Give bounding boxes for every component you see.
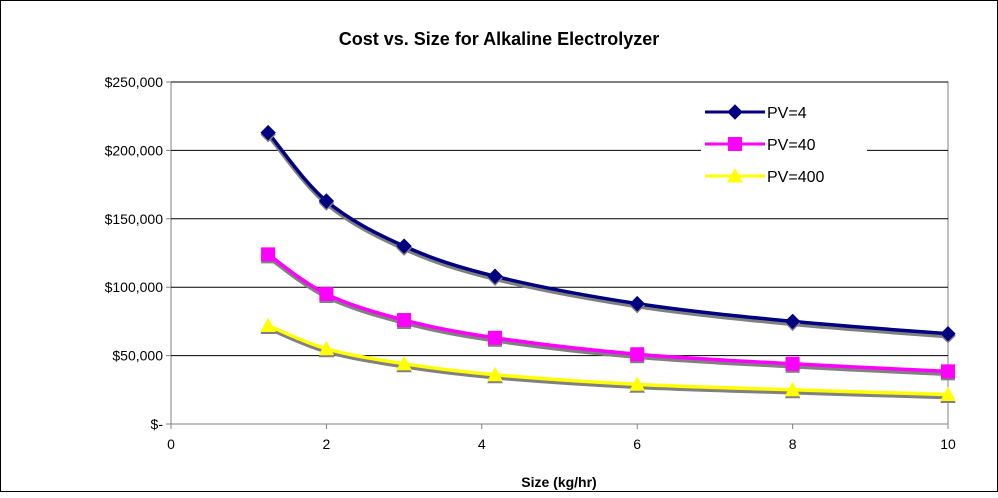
legend: PV=4 PV=40 PV=400 — [701, 99, 867, 189]
data-point — [941, 364, 955, 379]
y-tick-label: $50,000 — [112, 348, 163, 364]
data-point — [260, 317, 276, 332]
data-point — [396, 355, 412, 371]
x-tick-label: 10 — [940, 436, 956, 452]
y-tick-label: $- — [151, 416, 164, 432]
legend-label-pv-40: PV=40 — [767, 137, 816, 154]
data-point — [940, 326, 956, 342]
series-line-pv-40 — [267, 252, 949, 374]
series-line-pv-400 — [267, 323, 949, 397]
data-point — [488, 330, 503, 345]
data-point — [785, 356, 800, 371]
legend-label-pv-400: PV=400 — [767, 169, 824, 186]
legend-label-pv-4: PV=4 — [767, 105, 807, 122]
data-point — [487, 366, 503, 382]
axes: $- $50,000 $100,000 $150,000 $200,000 $250,00… — [105, 74, 956, 452]
series-group — [260, 124, 956, 404]
data-point — [260, 124, 276, 141]
series-pv-40 — [261, 247, 955, 381]
legend-marker-pv-400 — [727, 167, 743, 183]
data-point — [940, 386, 956, 402]
x-tick-label: 4 — [478, 436, 486, 452]
data-point — [784, 313, 801, 330]
data-point — [629, 376, 646, 391]
data-point — [397, 313, 412, 328]
x-tick-label: 2 — [323, 436, 331, 452]
chart-title: Cost vs. Size for Alkaline Electrolyzer — [339, 29, 659, 49]
x-tick-label: 8 — [789, 436, 797, 452]
data-point — [396, 238, 412, 254]
legend-marker-pv-40 — [728, 137, 742, 151]
data-point — [319, 287, 334, 302]
data-point — [630, 347, 645, 362]
y-tick-label: $200,000 — [105, 142, 164, 158]
series-pv-400 — [260, 317, 956, 404]
series-pv-4 — [260, 124, 956, 344]
x-tick-label: 0 — [167, 436, 175, 452]
data-point — [318, 193, 335, 209]
data-point — [629, 295, 645, 312]
series-shadow-pv-400 — [267, 326, 949, 400]
data-point — [261, 247, 276, 262]
series-shadow-pv-40 — [267, 255, 949, 377]
y-tick-label: $150,000 — [105, 211, 164, 227]
y-tick-label: $100,000 — [105, 279, 164, 295]
x-axis-label: Size (kg/hr) — [521, 474, 596, 490]
data-point — [784, 381, 801, 397]
x-tick-label: 6 — [633, 436, 641, 452]
data-point — [318, 340, 335, 356]
y-tick-label: $250,000 — [105, 74, 164, 90]
legend-marker-pv-4 — [727, 104, 743, 120]
data-point — [487, 268, 503, 284]
